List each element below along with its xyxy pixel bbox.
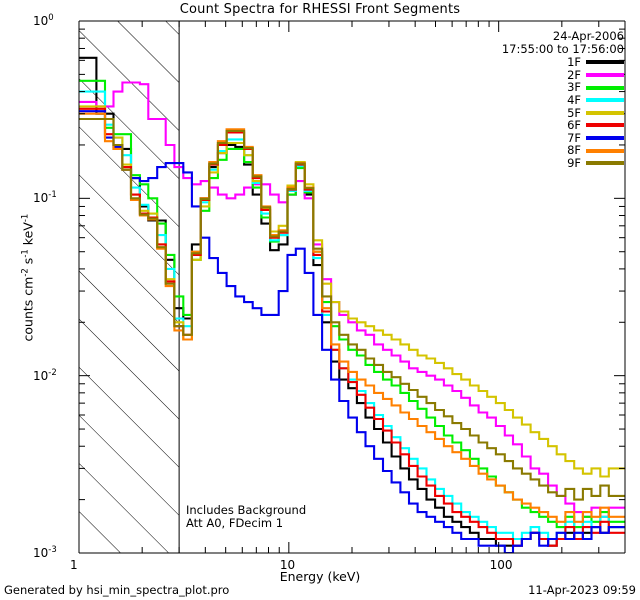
legend-color-swatch (586, 60, 624, 65)
legend-color-swatch (586, 73, 624, 78)
legend-color-swatch (586, 161, 624, 166)
legend-color-swatch (586, 85, 624, 90)
legend-color-swatch (586, 110, 624, 115)
series-9f (79, 117, 625, 501)
series-8f (79, 112, 625, 523)
legend-item-1f[interactable]: 1F (502, 56, 624, 69)
y-tick-1e-2: 10-2 (33, 367, 57, 383)
legend-label: 4F (567, 92, 581, 107)
legend-label: 3F (567, 80, 581, 95)
legend: 24-Apr-2006 17:55:00 to 17:56:00 1F 2F 3F 4… (502, 30, 624, 170)
x-tick-100: 100 (489, 558, 513, 572)
plot-frame (78, 20, 626, 554)
legend-time-range: 17:55:00 to 17:56:00 (501, 41, 624, 56)
x-axis-label: Energy (keV) (279, 569, 361, 584)
legend-item-3f[interactable]: 3F (502, 81, 624, 94)
legend-item-2f[interactable]: 2F (502, 69, 624, 82)
excluded-band-hatch (79, 21, 180, 553)
y-tick-1e-3: 10-3 (33, 545, 57, 560)
page-title: Count Spectra for RHESSI Front Segments (179, 2, 461, 17)
legend-label: 2F (567, 67, 581, 82)
legend-date: 24-Apr-2006 (552, 29, 624, 43)
legend-label: 5F (567, 105, 581, 120)
legend-item-8f[interactable]: 8F (502, 144, 624, 157)
legend-color-swatch (586, 148, 624, 153)
legend-label: 7F (567, 130, 581, 145)
legend-item-6f[interactable]: 6F (502, 119, 624, 132)
legend-entries: 1F 2F 3F 4F 5F 6F 7F 8F 9F (502, 56, 624, 169)
legend-color-swatch (586, 123, 624, 128)
y-tick-1e-1: 10-1 (33, 190, 57, 206)
legend-item-7f[interactable]: 7F (502, 132, 624, 145)
annotation-attenuator-state: Att A0, FDecim 1 (186, 516, 284, 530)
legend-label: 9F (567, 155, 581, 170)
annotation-includes-background: Includes Background (186, 503, 307, 517)
spectra-curves (79, 56, 625, 553)
x-tick-1: 1 (70, 558, 78, 572)
series-2f (79, 81, 625, 518)
y-tick-1e0: 100 (33, 13, 54, 28)
y-axis-label: counts cm-2 s-1 keV-1 (20, 213, 36, 342)
legend-label: 6F (567, 118, 581, 133)
legend-color-swatch (586, 98, 624, 103)
footer-generator: Generated by hsi_min_spectra_plot.pro (4, 583, 230, 597)
series-7f (79, 110, 625, 553)
series-5f (79, 105, 625, 478)
plot-annotations: Includes Background Att A0, FDecim 1 (186, 504, 306, 530)
footer-timestamp: 11-Apr-2023 09:59 (528, 583, 636, 597)
legend-label: 1F (567, 55, 581, 70)
legend-color-swatch (586, 136, 624, 141)
legend-item-9f[interactable]: 9F (502, 157, 624, 170)
legend-label: 8F (567, 143, 581, 158)
legend-item-4f[interactable]: 4F (502, 94, 624, 107)
x-tick-10: 10 (279, 558, 296, 572)
legend-item-5f[interactable]: 5F (502, 105, 624, 120)
